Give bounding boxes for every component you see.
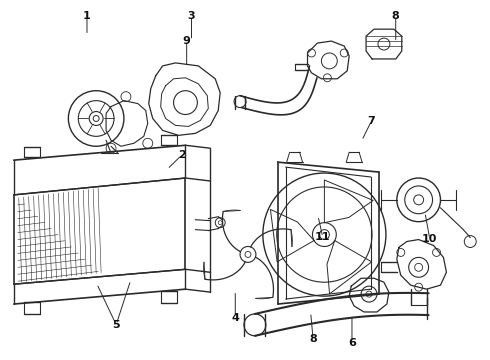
- Text: 7: 7: [368, 116, 375, 126]
- Text: 5: 5: [112, 320, 120, 330]
- Text: 8: 8: [392, 12, 400, 21]
- Text: 3: 3: [188, 12, 196, 21]
- Text: 8: 8: [309, 334, 317, 344]
- Text: 10: 10: [422, 234, 438, 244]
- Text: 4: 4: [231, 312, 239, 323]
- Text: 2: 2: [178, 150, 186, 160]
- Text: 6: 6: [348, 338, 356, 347]
- Text: 11: 11: [315, 232, 331, 242]
- Text: 9: 9: [183, 36, 191, 46]
- Text: 1: 1: [83, 11, 91, 21]
